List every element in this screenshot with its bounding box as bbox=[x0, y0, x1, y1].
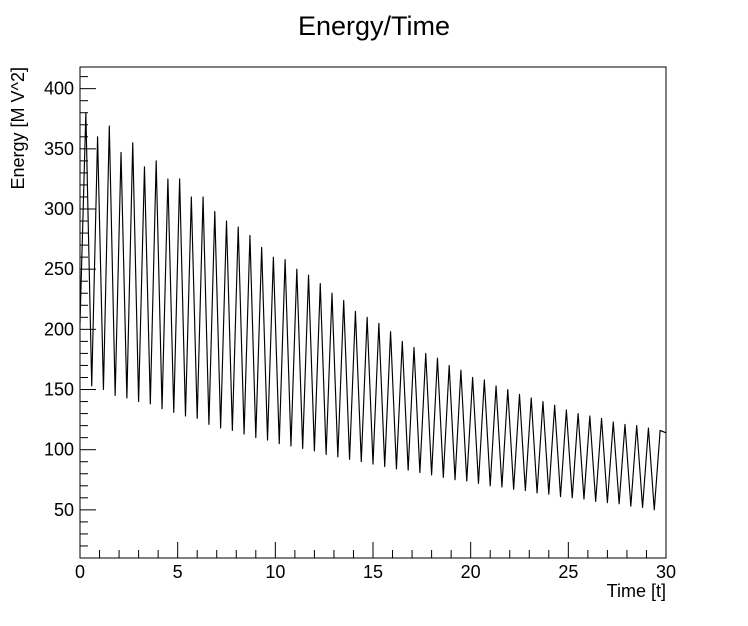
y-tick-label: 300 bbox=[44, 199, 74, 219]
x-tick-label: 25 bbox=[558, 562, 578, 582]
chart-title: Energy/Time bbox=[298, 11, 450, 41]
energy-series-line bbox=[79, 112, 667, 511]
y-tick-label: 350 bbox=[44, 139, 74, 159]
tick-layer bbox=[79, 76, 667, 559]
plot-frame bbox=[79, 66, 667, 559]
x-tick-label: 10 bbox=[265, 562, 285, 582]
x-tick-label: 0 bbox=[75, 562, 85, 582]
x-tick-label: 30 bbox=[656, 562, 676, 582]
y-axis-label: Energy [M V^2] bbox=[8, 67, 28, 190]
x-tick-label: 20 bbox=[461, 562, 481, 582]
x-tick-label: 15 bbox=[363, 562, 383, 582]
tick-label-layer: 0 5 10 15 20 25 30 50 100 150 200 250 300 350 400 bbox=[44, 79, 676, 582]
y-tick-label: 200 bbox=[44, 319, 74, 339]
y-tick-label: 400 bbox=[44, 79, 74, 99]
y-tick-label: 50 bbox=[54, 500, 74, 520]
x-axis-label: Time [t] bbox=[607, 581, 666, 601]
y-tick-label: 100 bbox=[44, 440, 74, 460]
x-tick-label: 5 bbox=[173, 562, 183, 582]
y-tick-label: 250 bbox=[44, 259, 74, 279]
y-tick-label: 150 bbox=[44, 380, 74, 400]
